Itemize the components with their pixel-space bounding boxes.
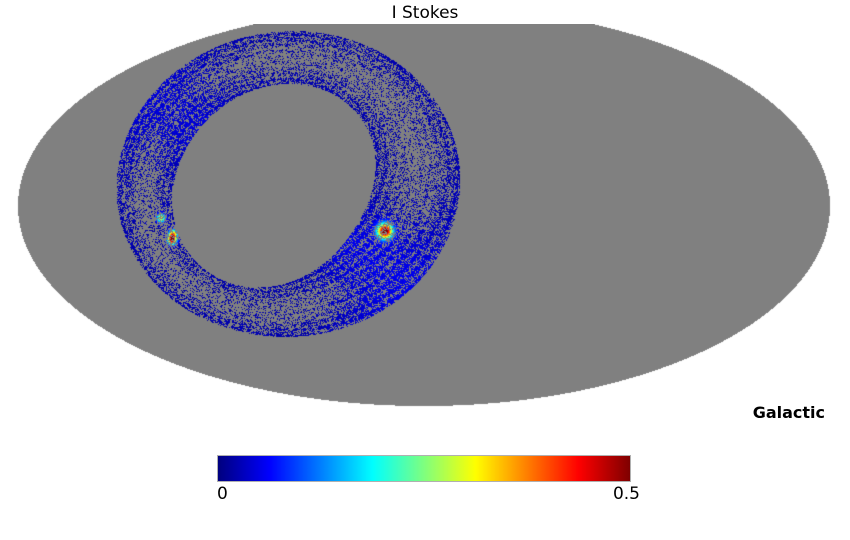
- sky-map-canvas: [0, 24, 850, 436]
- coordinate-system-label: Galactic: [752, 403, 825, 422]
- page-title: I Stokes: [391, 3, 459, 23]
- colorbar-gradient[interactable]: [217, 455, 631, 482]
- colorbar-max-label: 0.5: [612, 484, 640, 504]
- colorbar-min-label: 0: [217, 484, 228, 504]
- colorbar[interactable]: [217, 455, 633, 484]
